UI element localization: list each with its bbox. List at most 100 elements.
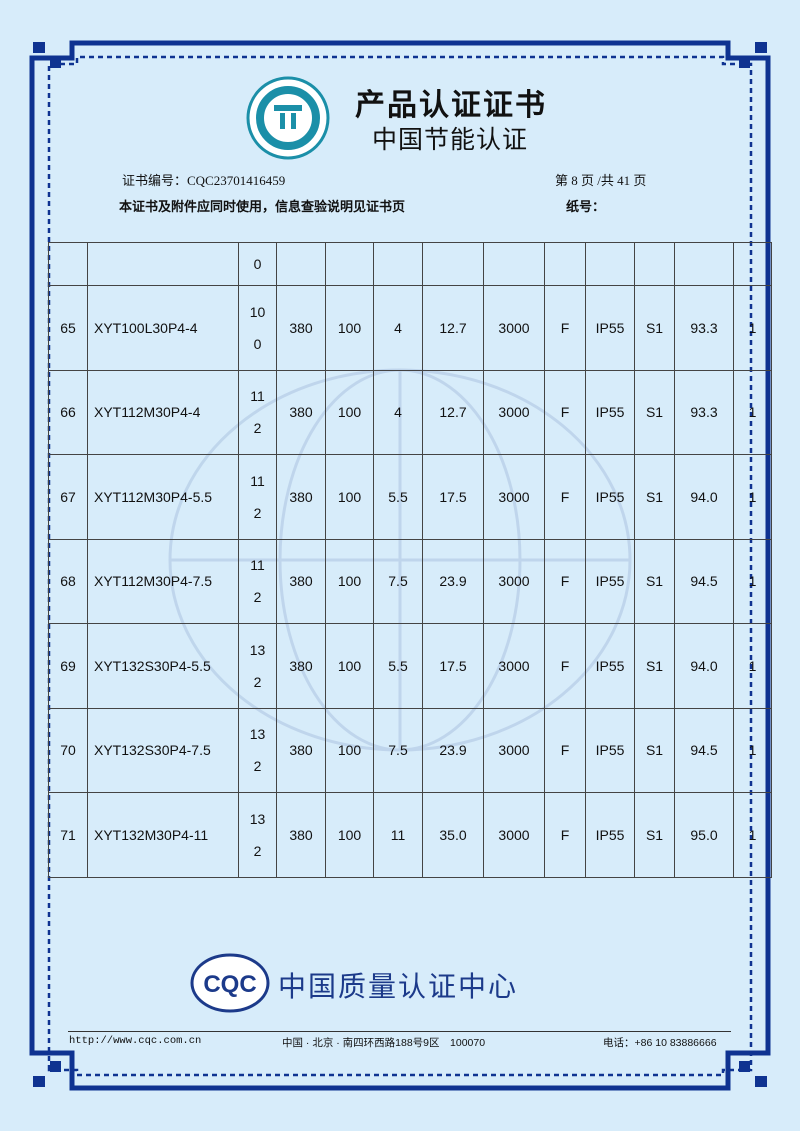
- table-cell: IP55: [585, 369, 635, 455]
- table-cell: 5.5: [373, 454, 423, 540]
- table-cell: IP55: [585, 623, 635, 709]
- table-cell: 3000: [483, 538, 545, 624]
- table-cell: 100: [325, 792, 374, 878]
- table-cell: 100: [325, 538, 374, 624]
- table-cell: 68: [48, 538, 88, 624]
- table-row: 0: [48, 242, 772, 286]
- table-cell: F: [544, 285, 586, 371]
- table-row: 65 XYT100L30P4-4 10 0 380 100 4 12.7 3000 F IP55 S…: [48, 285, 772, 371]
- table-cell: 3000: [483, 792, 545, 878]
- table-cell: 23.9: [422, 707, 484, 793]
- table-cell: S1: [634, 623, 675, 709]
- table-cell: 17.5: [422, 454, 484, 540]
- table-cell: F: [544, 454, 586, 540]
- table-cell: 100: [325, 454, 374, 540]
- table-cell: 1: [733, 369, 772, 455]
- footer-url[interactable]: http://www.cqc.com.cn: [69, 1035, 202, 1047]
- table-cell: [422, 242, 484, 286]
- table-cell: 100: [325, 623, 374, 709]
- table-cell: S1: [634, 707, 675, 793]
- table-cell: [674, 242, 734, 286]
- footer-divider: [68, 1031, 731, 1032]
- table-cell: [634, 242, 675, 286]
- table-cell: [544, 242, 586, 286]
- table-cell: IP55: [585, 454, 635, 540]
- table-cell: F: [544, 707, 586, 793]
- table-cell: 94.0: [674, 623, 734, 709]
- table-cell: 3000: [483, 285, 545, 371]
- table-cell: IP55: [585, 792, 635, 878]
- table-cell: S1: [634, 538, 675, 624]
- table-cell: 66: [48, 369, 88, 455]
- table-cell: 3000: [483, 623, 545, 709]
- table-cell: XYT132S30P4-7.5: [87, 707, 239, 793]
- table-cell: 1: [733, 538, 772, 624]
- table-row: 67 XYT112M30P4-5.5 11 2 380 100 5.5 17.5 3000 F I…: [48, 454, 772, 540]
- table-cell: 380: [276, 454, 326, 540]
- table-cell: 1: [733, 454, 772, 540]
- table-cell: 17.5: [422, 623, 484, 709]
- table-cell: 100: [325, 369, 374, 455]
- table-cell: 380: [276, 538, 326, 624]
- table-cell: 70: [48, 707, 88, 793]
- table-cell: S1: [634, 285, 675, 371]
- table-cell: 12.7: [422, 369, 484, 455]
- table-cell: 11 2: [238, 538, 277, 624]
- table-cell: 380: [276, 707, 326, 793]
- table-cell: 3000: [483, 369, 545, 455]
- table-row: 69 XYT132S30P4-5.5 13 2 380 100 5.5 17.5 3000 F I…: [48, 623, 772, 709]
- table-cell: 13 2: [238, 792, 277, 878]
- table-cell: 23.9: [422, 538, 484, 624]
- table-cell: 12.7: [422, 285, 484, 371]
- table-cell: XYT132S30P4-5.5: [87, 623, 239, 709]
- table-cell: 10 0: [238, 285, 277, 371]
- table-cell: 93.3: [674, 285, 734, 371]
- table-cell: S1: [634, 792, 675, 878]
- table-cell: [373, 242, 423, 286]
- table-cell: 5.5: [373, 623, 423, 709]
- table-cell: 13 2: [238, 707, 277, 793]
- table-row: 68 XYT112M30P4-7.5 11 2 380 100 7.5 23.9 3000 F I…: [48, 538, 772, 624]
- table-cell: 4: [373, 285, 423, 371]
- table-cell: [733, 242, 772, 286]
- page-info: 第 8 页 /共 41 页: [555, 173, 647, 188]
- table-cell: 7.5: [373, 707, 423, 793]
- table-cell: 67: [48, 454, 88, 540]
- table-cell: 94.5: [674, 707, 734, 793]
- table-row: 71 XYT132M30P4-11 13 2 380 100 11 35.0 3000 F IP5…: [48, 792, 772, 878]
- table-cell: 69: [48, 623, 88, 709]
- table-cell: 380: [276, 285, 326, 371]
- table-cell: 11: [373, 792, 423, 878]
- certificate-number: 证书编号：CQC23701416459: [122, 173, 286, 188]
- table-cell: 11 2: [238, 369, 277, 455]
- table-cell: 3000: [483, 454, 545, 540]
- table-cell: IP55: [585, 707, 635, 793]
- paper-number: 纸号：: [566, 199, 606, 214]
- table-cell: [276, 242, 326, 286]
- org-name: 中国质量认证中心: [278, 971, 519, 1002]
- table-cell: 65: [48, 285, 88, 371]
- table-cell: 71: [48, 792, 88, 878]
- page-subtitle: 中国节能认证: [372, 126, 529, 154]
- page-title: 产品认证证书: [355, 89, 547, 122]
- table-cell: XYT112M30P4-7.5: [87, 538, 239, 624]
- table-cell: [325, 242, 374, 286]
- table-cell: IP55: [585, 285, 635, 371]
- usage-notice: 本证书及附件应同时使用，信息查验说明见证书页: [119, 199, 406, 214]
- table-cell: 380: [276, 623, 326, 709]
- footer-phone: 电话：+86 10 83886666: [603, 1037, 717, 1049]
- table-cell: XYT112M30P4-5.5: [87, 454, 239, 540]
- table-cell: 1: [733, 285, 772, 371]
- table-cell: F: [544, 369, 586, 455]
- table-row: 70 XYT132S30P4-7.5 13 2 380 100 7.5 23.9 3000 F I…: [48, 707, 772, 793]
- table-row: 66 XYT112M30P4-4 11 2 380 100 4 12.7 3000 F IP55 S…: [48, 369, 772, 455]
- table-cell: F: [544, 623, 586, 709]
- table-cell: F: [544, 792, 586, 878]
- table-cell: S1: [634, 454, 675, 540]
- table-cell: 100: [325, 285, 374, 371]
- table-cell: 380: [276, 369, 326, 455]
- table-cell: [483, 242, 545, 286]
- table-cell: 7.5: [373, 538, 423, 624]
- table-cell: 1: [733, 792, 772, 878]
